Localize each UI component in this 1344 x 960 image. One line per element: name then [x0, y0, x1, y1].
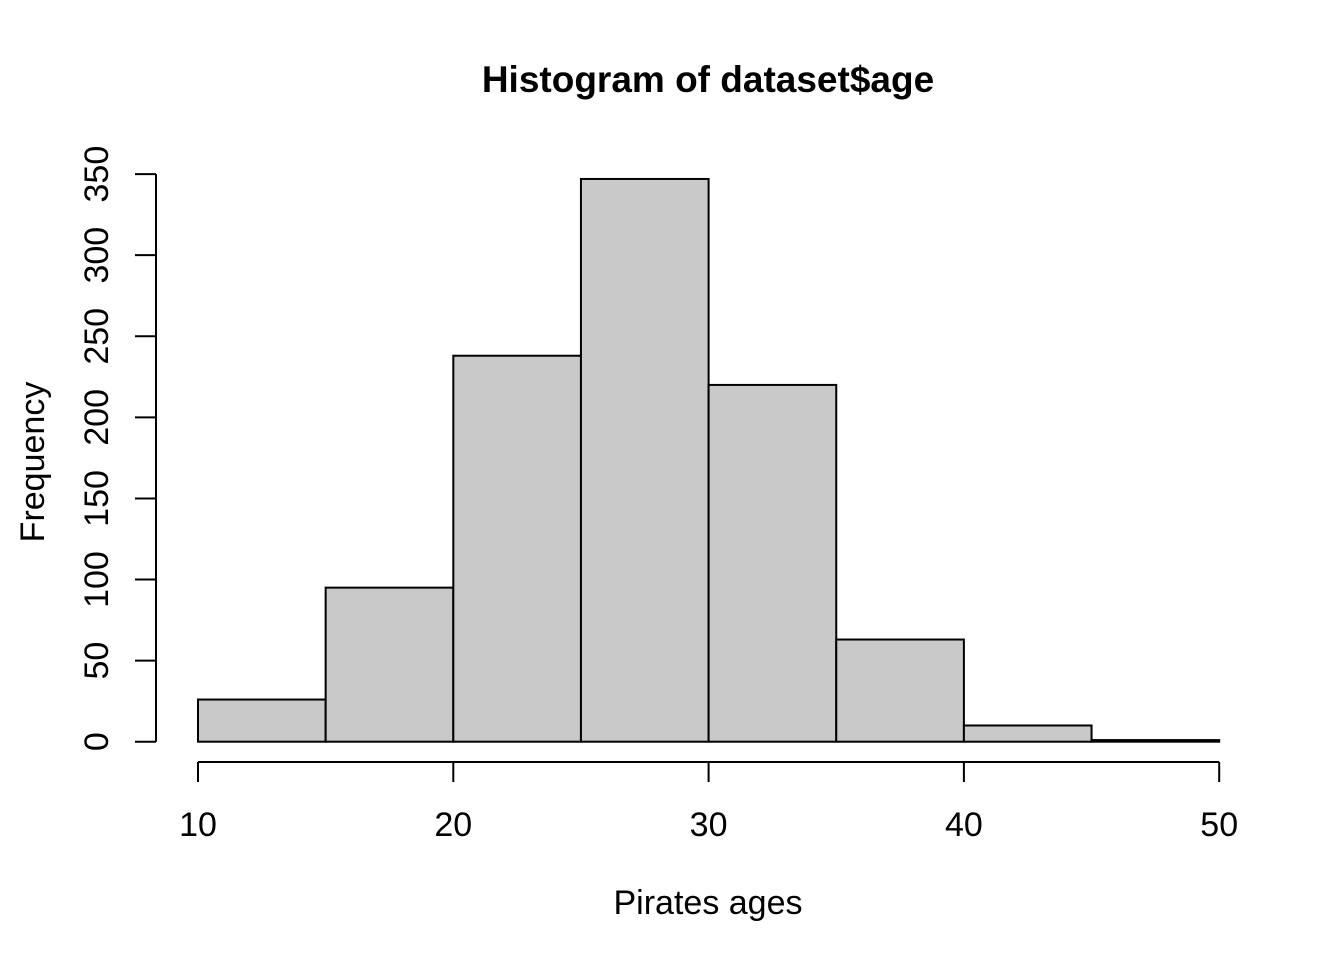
x-axis: 10 20 30 40 50: [179, 761, 1238, 844]
histogram-bar: [324, 586, 455, 743]
chart-title: Histogram of dataset$age: [482, 59, 934, 100]
x-tick-label: 50: [1200, 806, 1238, 844]
y-tick-label: 200: [78, 389, 116, 446]
y-tick-label: 350: [78, 146, 116, 203]
y-tick-label: 100: [78, 551, 116, 608]
y-tick-label: 250: [78, 308, 116, 365]
y-tick-label: 0: [78, 732, 116, 751]
histogram-bar: [707, 383, 838, 743]
x-tick-label: 10: [179, 806, 217, 844]
histogram-bar: [452, 354, 582, 743]
y-tick-label: 300: [78, 227, 116, 284]
histogram-bar: [962, 724, 1093, 743]
x-tick-label: 40: [945, 806, 983, 844]
y-axis: 0 50 100 150 200 250 300 350: [78, 146, 157, 751]
x-tick-label: 30: [690, 806, 728, 844]
y-axis-title: Frequency: [14, 382, 52, 543]
y-tick-label: 150: [78, 470, 116, 527]
bars-group: [197, 177, 1221, 743]
x-axis-title: Pirates ages: [614, 884, 803, 922]
histogram-bar: [1090, 739, 1221, 743]
y-tick-label: 50: [78, 642, 116, 680]
histogram-bar: [835, 638, 965, 743]
histogram-bar: [197, 698, 327, 743]
x-tick-label: 20: [434, 806, 472, 844]
histogram-bar: [579, 177, 710, 743]
